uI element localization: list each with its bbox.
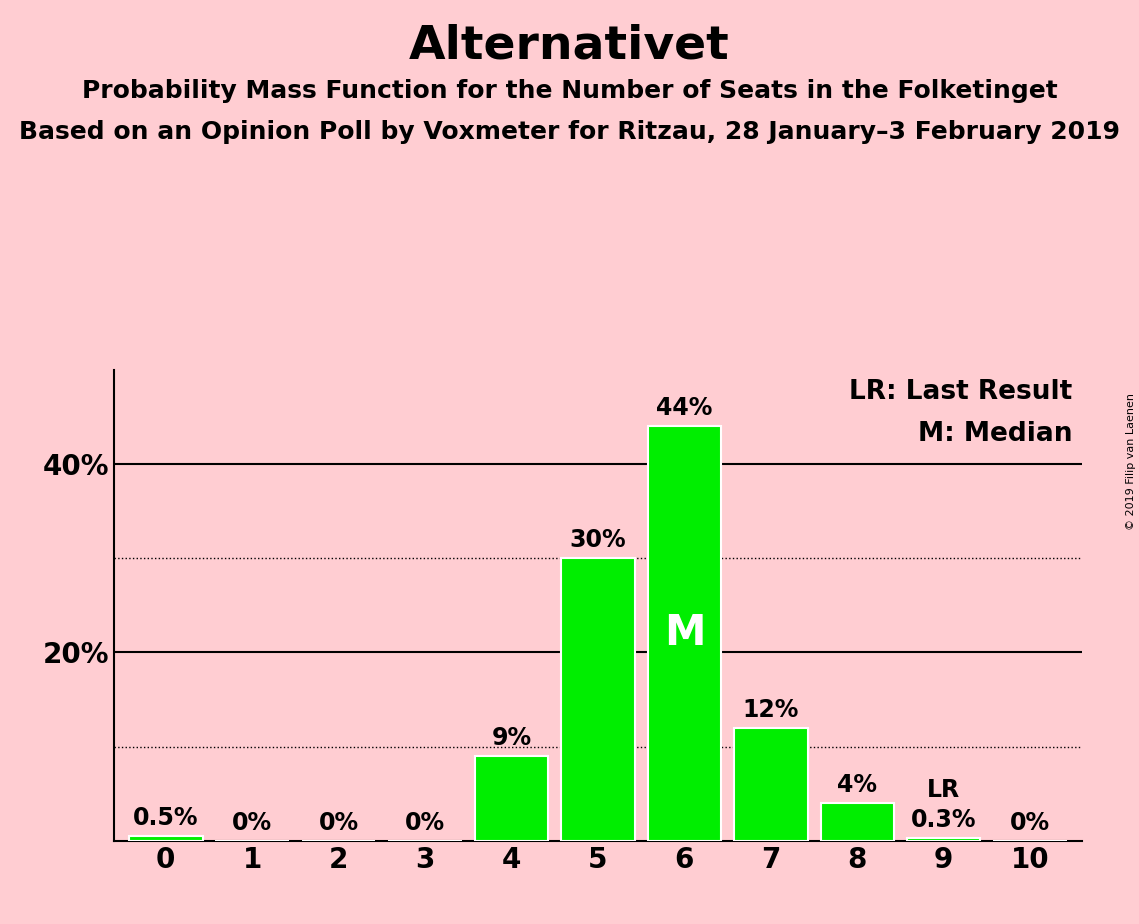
Text: 30%: 30% bbox=[570, 529, 626, 553]
Text: LR: LR bbox=[927, 778, 960, 802]
Text: 4%: 4% bbox=[837, 773, 877, 797]
Text: 44%: 44% bbox=[656, 396, 713, 420]
Text: Alternativet: Alternativet bbox=[409, 23, 730, 68]
Text: 0.3%: 0.3% bbox=[911, 808, 976, 833]
Text: Probability Mass Function for the Number of Seats in the Folketinget: Probability Mass Function for the Number… bbox=[82, 79, 1057, 103]
Bar bbox=[129, 836, 203, 841]
Text: M: Median: M: Median bbox=[918, 421, 1073, 447]
Bar bbox=[475, 756, 548, 841]
Text: 0%: 0% bbox=[1010, 811, 1050, 835]
Text: 12%: 12% bbox=[743, 699, 800, 722]
Bar bbox=[907, 838, 981, 841]
Text: 9%: 9% bbox=[491, 726, 532, 750]
Text: © 2019 Filip van Laenen: © 2019 Filip van Laenen bbox=[1126, 394, 1136, 530]
Text: M: M bbox=[664, 613, 705, 654]
Bar bbox=[735, 728, 808, 841]
Text: 0%: 0% bbox=[405, 811, 445, 835]
Text: 0%: 0% bbox=[232, 811, 272, 835]
Bar bbox=[648, 426, 721, 841]
Bar bbox=[820, 803, 894, 841]
Text: Based on an Opinion Poll by Voxmeter for Ritzau, 28 January–3 February 2019: Based on an Opinion Poll by Voxmeter for… bbox=[19, 120, 1120, 144]
Bar bbox=[562, 558, 634, 841]
Text: LR: Last Result: LR: Last Result bbox=[849, 379, 1073, 405]
Text: 0.5%: 0.5% bbox=[133, 807, 198, 831]
Text: 0%: 0% bbox=[319, 811, 359, 835]
